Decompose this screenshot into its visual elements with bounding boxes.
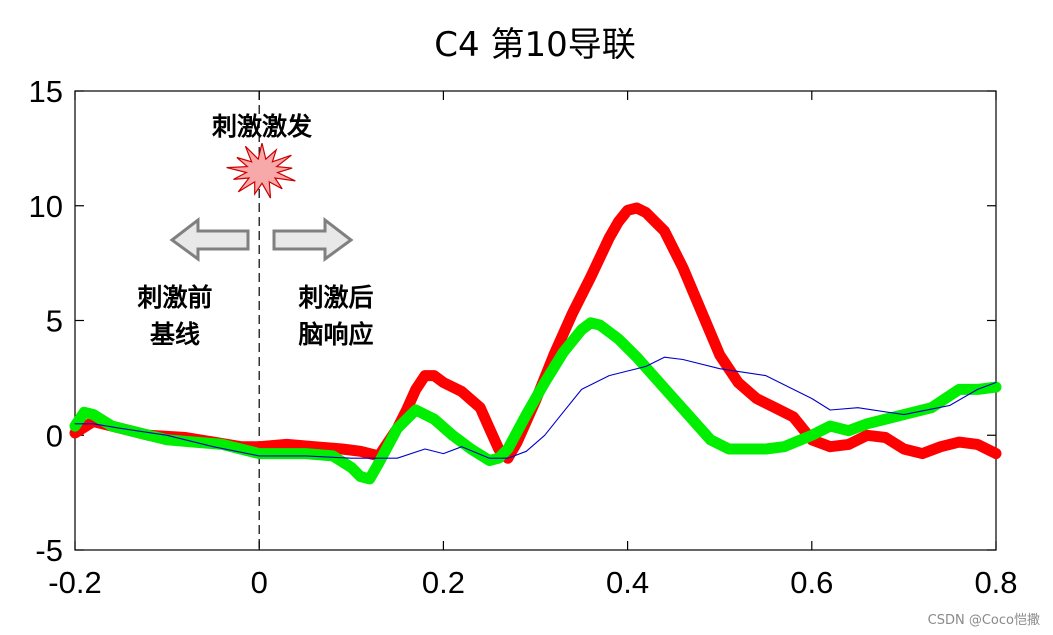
plot-frame (74, 90, 997, 551)
series-line-2 (74, 356, 997, 459)
x-tick-label-3: 0.4 (606, 565, 649, 600)
arrow-left-icon (169, 216, 250, 262)
watermark: CSDN @Coco恺撒 (928, 612, 1040, 628)
x-tick-label-1: 0 (251, 565, 268, 600)
annotation-pre-line2: 基线 (150, 320, 200, 349)
x-tick-label-2: 0.2 (422, 565, 465, 600)
y-tick-label-3: 0 (46, 418, 63, 453)
y-tick-label-1: 10 (29, 189, 63, 224)
series-line-1 (69, 317, 1002, 485)
series-group (69, 202, 1002, 485)
burst-icon (226, 142, 296, 199)
arrow-right-icon (272, 216, 354, 262)
annotation-pre-line1: 刺激前 (137, 283, 212, 312)
y-tick-label-4: -5 (35, 533, 63, 568)
axis-tick-labels: -0.2 0 0.2 0.4 0.6 0.8 15 10 5 0 -5 (29, 74, 1018, 600)
annotation-post-line1: 刺激后 (298, 283, 373, 312)
x-tick-label-0: -0.2 (48, 565, 101, 600)
x-tick-label-5: 0.8 (974, 565, 1017, 600)
series-line-0 (69, 202, 1002, 464)
axis-ticks (74, 90, 997, 551)
y-tick-label-2: 5 (46, 304, 63, 339)
x-tick-label-4: 0.6 (790, 565, 833, 600)
chart-title: C4 第10导联 (434, 25, 635, 65)
annotation-post-line2: 脑响应 (298, 320, 373, 349)
annotation-stimulus: 刺激激发 (212, 112, 312, 141)
y-tick-label-0: 15 (29, 74, 63, 109)
